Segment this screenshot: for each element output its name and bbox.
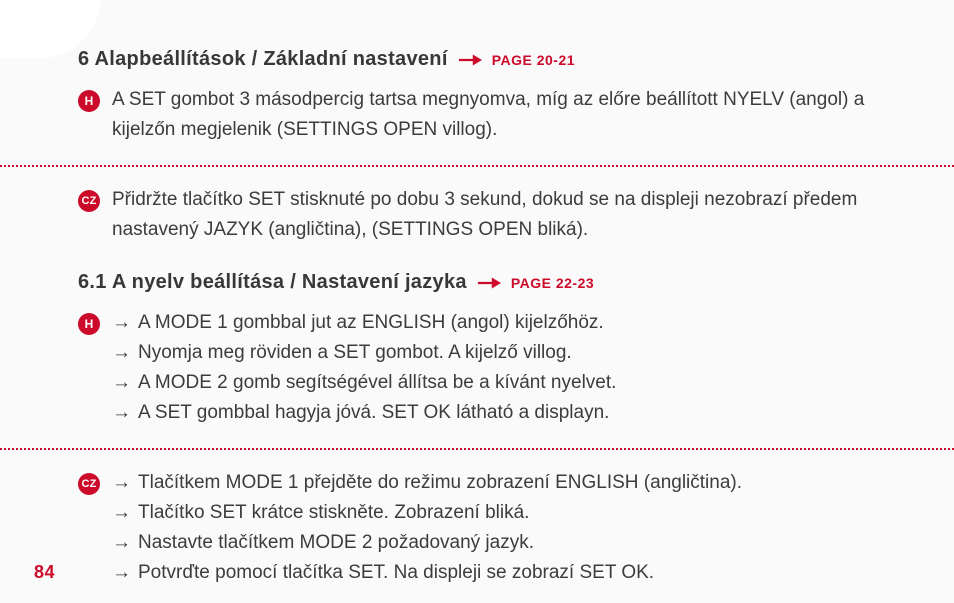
section-6-czech-text: Přidržte tlačítko SET stisknuté po dobu …	[112, 189, 857, 240]
bullet-arrow-icon: →	[112, 338, 132, 368]
list-item-text: Nyomja meg röviden a SET gombot. A kijel…	[138, 338, 572, 368]
list-item-text: A MODE 1 gombbal jut az ENGLISH (angol) …	[138, 308, 604, 338]
bullet-arrow-icon: →	[112, 528, 132, 558]
list-item: →Potvrďte pomocí tlačítka SET. Na disple…	[112, 558, 916, 588]
page-content: 6 Alapbeállítások / Základní nastavení P…	[0, 48, 954, 603]
list-item-text: Nastavte tlačítkem MODE 2 požadovaný jaz…	[138, 528, 534, 558]
section-6-hungarian-block: H A SET gombot 3 másodpercig tartsa megn…	[78, 85, 916, 165]
section-61-hungarian-block: H →A MODE 1 gombbal jut az ENGLISH (ango…	[78, 308, 916, 448]
bullet-arrow-icon: →	[112, 468, 132, 498]
list-item-text: Tlačítko SET krátce stiskněte. Zobrazení…	[138, 498, 529, 528]
czech-badge: CZ	[78, 473, 100, 495]
list-item: →A MODE 2 gomb segítségével állítsa be a…	[112, 368, 916, 398]
section-61-pageref: PAGE 22-23	[511, 275, 594, 291]
section-61-heading: 6.1 A nyelv beállítása / Nastavení jazyk…	[78, 265, 916, 308]
hungarian-badge: H	[78, 313, 100, 335]
hungarian-badge: H	[78, 90, 100, 112]
list-item: →Tlačítko SET krátce stiskněte. Zobrazen…	[112, 498, 916, 528]
section-6-pageref: PAGE 20-21	[492, 52, 575, 68]
bullet-arrow-icon: →	[112, 558, 132, 588]
dotted-divider	[0, 448, 954, 450]
arrow-right-icon	[477, 275, 501, 291]
bullet-arrow-icon: →	[112, 398, 132, 428]
arrow-right-icon	[458, 52, 482, 68]
list-item: →Nyomja meg röviden a SET gombot. A kije…	[112, 338, 916, 368]
section-6-czech-block: CZ Přidržte tlačítko SET stisknuté po do…	[78, 185, 916, 265]
list-item: →Tlačítkem MODE 1 přejděte do režimu zob…	[112, 468, 916, 498]
section-6-hungarian-text: A SET gombot 3 másodpercig tartsa megnyo…	[112, 89, 864, 140]
section-61-czech-list: →Tlačítkem MODE 1 přejděte do režimu zob…	[112, 468, 916, 588]
section-6-heading: 6 Alapbeállítások / Základní nastavení P…	[78, 48, 916, 85]
list-item: →A SET gombbal hagyja jóvá. SET OK látha…	[112, 398, 916, 428]
list-item-text: A SET gombbal hagyja jóvá. SET OK láthat…	[138, 398, 609, 428]
list-item-text: Tlačítkem MODE 1 přejděte do režimu zobr…	[138, 468, 742, 498]
page-number: 84	[34, 562, 55, 583]
section-6-title: 6 Alapbeállítások / Základní nastavení	[78, 48, 448, 71]
manual-page: 6 Alapbeállítások / Základní nastavení P…	[0, 0, 954, 603]
dotted-divider	[0, 165, 954, 167]
bullet-arrow-icon: →	[112, 498, 132, 528]
section-61-hungarian-list: →A MODE 1 gombbal jut az ENGLISH (angol)…	[112, 308, 916, 428]
section-61-czech-block: CZ →Tlačítkem MODE 1 přejděte do režimu …	[78, 468, 916, 603]
section-61-title: 6.1 A nyelv beállítása / Nastavení jazyk…	[78, 271, 467, 294]
bullet-arrow-icon: →	[112, 368, 132, 398]
czech-badge: CZ	[78, 190, 100, 212]
list-item: →A MODE 1 gombbal jut az ENGLISH (angol)…	[112, 308, 916, 338]
list-item-text: Potvrďte pomocí tlačítka SET. Na displej…	[138, 558, 654, 588]
list-item-text: A MODE 2 gomb segítségével állítsa be a …	[138, 368, 616, 398]
bullet-arrow-icon: →	[112, 308, 132, 338]
list-item: →Nastavte tlačítkem MODE 2 požadovaný ja…	[112, 528, 916, 558]
